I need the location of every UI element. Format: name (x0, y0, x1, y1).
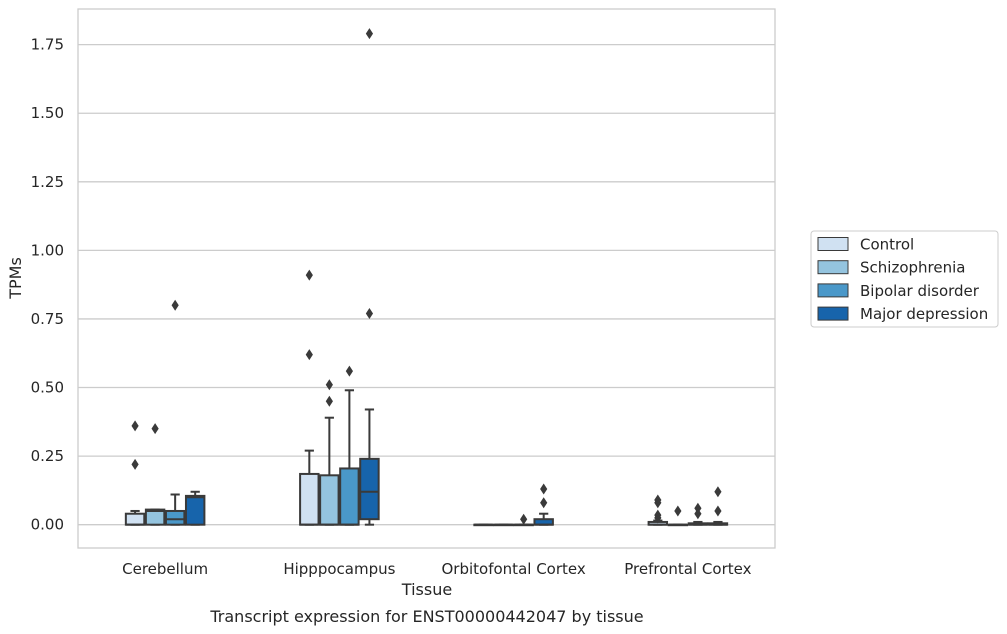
outlier-point (365, 28, 374, 40)
outlier-point (171, 299, 179, 311)
box (339, 467, 360, 526)
box-group (144, 423, 166, 526)
y-tick-label: 0.00 (31, 516, 64, 534)
outlier-point (540, 497, 548, 509)
legend-frame (810, 230, 999, 328)
y-tick-label: 0.25 (31, 447, 64, 465)
legend-label: Major depression (860, 305, 988, 323)
outlier-point (520, 513, 528, 525)
outlier-point (694, 502, 702, 514)
box-group (687, 502, 709, 526)
outlier-point (131, 458, 139, 470)
outlier-point (305, 349, 313, 361)
y-tick-label: 0.50 (31, 379, 64, 397)
box-plots (124, 28, 729, 527)
outlier-point (654, 494, 662, 506)
y-axis-title: TPMs (6, 257, 25, 300)
legend-swatch (817, 237, 849, 251)
box-group (667, 505, 689, 527)
legend-label: Bipolar disorder (860, 282, 980, 300)
y-tick-label: 1.25 (31, 173, 64, 191)
y-tick-label: 1.00 (31, 241, 64, 259)
x-tick-label: Hipppocampus (283, 560, 395, 578)
x-tick-labels: Cerebellum Hipppocampus Orbitofontal Corte… (122, 560, 751, 578)
box-group (319, 379, 340, 526)
outlier-point (654, 509, 662, 521)
box-group (473, 523, 494, 527)
outlier-point (674, 505, 682, 517)
box (164, 509, 186, 526)
box-group (339, 365, 360, 526)
legend: Control Schizophrenia Bipolar disorder Majo… (810, 230, 999, 328)
y-tick-label: 0.75 (31, 310, 64, 328)
outlier-point (345, 365, 353, 377)
x-tick-label: Orbitofontal Cortex (442, 560, 586, 578)
box-group (184, 490, 206, 526)
legend-label: Schizophrenia (860, 259, 965, 277)
legend-swatch (817, 260, 849, 275)
outlier-point (131, 420, 139, 432)
outlier-point (540, 483, 548, 495)
y-tick-labels: 0.00 0.25 0.50 0.75 1.00 1.25 1.50 1.75 (31, 36, 64, 534)
legend-swatch (817, 306, 849, 321)
plot-frame (77, 8, 776, 549)
box (124, 512, 146, 526)
box (144, 508, 166, 526)
box-group (647, 494, 669, 526)
x-tick-label: Prefrontal Cortex (624, 560, 751, 578)
outlier-point (714, 505, 722, 517)
chart-caption: Transcript expression for ENST0000044204… (209, 607, 643, 626)
box-group (533, 483, 554, 526)
box (184, 494, 206, 526)
outlier-point (305, 269, 313, 281)
x-axis-title: Tissue (401, 580, 452, 599)
box-group (707, 486, 729, 526)
legend-label: Control (860, 236, 914, 254)
box-group (359, 28, 380, 526)
x-tick-label: Cerebellum (122, 560, 208, 578)
box-group (299, 269, 320, 526)
outlier-point (325, 395, 333, 407)
box (319, 474, 340, 526)
y-tick-label: 1.75 (31, 36, 64, 54)
outlier-point (714, 486, 722, 498)
outlier-point (325, 379, 333, 391)
y-tick-label: 1.50 (31, 104, 64, 122)
box-group (513, 513, 534, 527)
outlier-point (365, 307, 374, 319)
box-group (493, 523, 514, 527)
outlier-point (151, 423, 159, 435)
box-group (164, 299, 186, 526)
box (299, 472, 320, 526)
legend-swatch (817, 283, 849, 298)
box-group (124, 420, 146, 526)
box (359, 457, 380, 521)
